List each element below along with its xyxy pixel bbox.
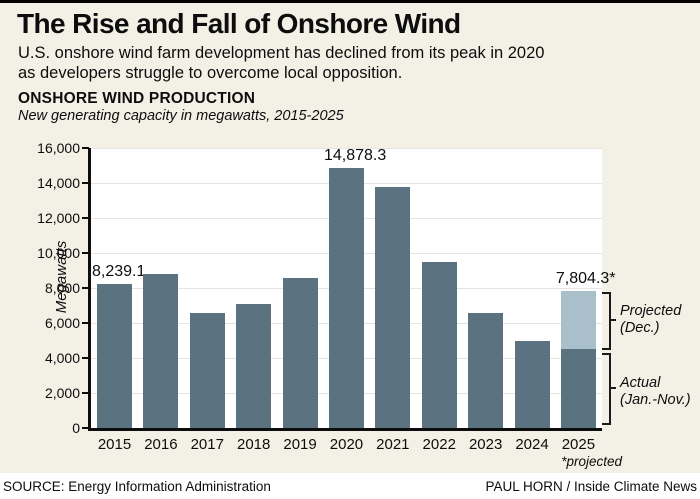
y-axis-tick [82, 357, 89, 359]
bar-segment-actual [468, 312, 504, 428]
y-axis-tick [82, 252, 89, 254]
bar-segment-actual [560, 349, 596, 428]
projected-bracket [602, 292, 611, 350]
bar-2025: 7,804.3* [556, 148, 616, 428]
bar-2021 [375, 148, 411, 428]
projected-label-line-1: Projected [620, 303, 682, 319]
x-axis-label: 2024 [515, 436, 549, 453]
page-subtitle-line-2: as developers struggle to overcome local… [18, 64, 403, 82]
y-axis-tick [82, 147, 89, 149]
bar-2016 [143, 148, 179, 428]
bar-2017 [189, 148, 225, 428]
page-subtitle-line-1: U.S. onshore wind farm development has d… [18, 44, 545, 62]
gridline [91, 148, 602, 149]
bar-segment-actual [282, 277, 318, 428]
bar-segment-actual [421, 261, 457, 428]
x-axis-label: 2021 [376, 436, 410, 453]
bar-2020: 14,878.3 [324, 147, 386, 428]
footer-credit: PAUL HORN / Inside Climate News [485, 478, 697, 494]
bar-2023 [468, 148, 504, 428]
bar-segment-actual [97, 283, 132, 428]
plot-area: 8,239.1 14,878.3 7,804.3* [88, 147, 616, 431]
bar-2024 [514, 148, 550, 428]
bars: 8,239.1 14,878.3 7,804.3* [92, 147, 616, 428]
bar-2019 [282, 148, 318, 428]
y-axis-tick [82, 427, 89, 429]
bar-segment-actual [143, 274, 179, 428]
bar-segment-actual [189, 312, 225, 428]
projected-bracket-tick [611, 319, 616, 321]
y-axis-tick-label: 10,000 [37, 244, 80, 261]
x-axis-label: 2016 [144, 436, 178, 453]
footer-source: SOURCE: Energy Information Administratio… [3, 478, 271, 494]
bar-segment-actual [375, 186, 411, 428]
projected-footnote: *projected [561, 454, 622, 469]
x-axis-labels: 2015 2016 2017 2018 2019 2020 2021 2022 2023 2024… [91, 436, 602, 453]
bar-value-label: 7,804.3* [555, 270, 616, 288]
x-axis-label: 2015 [97, 436, 132, 453]
page-subtitle: U.S. onshore wind farm development has d… [18, 43, 544, 83]
bar-segment-projected [560, 291, 596, 350]
chart-note: New generating capacity in megawatts, 20… [18, 108, 344, 124]
bar-2015: 8,239.1 [92, 148, 145, 428]
y-axis-tick-label: 8,000 [44, 279, 80, 296]
x-axis-label: 2017 [190, 436, 224, 453]
y-axis-tick-label: 14,000 [37, 174, 80, 191]
bar-segment-actual [328, 167, 364, 428]
y-axis-tick-label: 0 [72, 419, 80, 436]
bar-segment-actual [514, 340, 550, 428]
projected-bracket-label: Projected (Dec.) [620, 303, 681, 337]
y-axis-tick-label: 16,000 [37, 139, 80, 156]
top-rule [0, 0, 700, 3]
y-axis-tick [82, 217, 89, 219]
y-axis-tick-label: 4,000 [44, 349, 80, 366]
bar-segment-actual [236, 303, 272, 428]
x-axis-label: 2019 [283, 436, 317, 453]
actual-label-line-1: Actual [620, 375, 661, 391]
y-axis-tick [82, 287, 89, 289]
page-title: The Rise and Fall of Onshore Wind [17, 8, 461, 39]
bar-value-label: 8,239.1 [92, 262, 146, 280]
y-axis-tick [82, 182, 89, 184]
actual-bracket-label: Actual (Jan.-Nov.) [620, 375, 691, 409]
bar-chart: Megawatts 8,239.1 14,878.3 7,804.3* 2015 20… [0, 140, 700, 475]
actual-label-line-2: (Jan.-Nov.) [620, 392, 691, 408]
y-axis-tick-label: 2,000 [44, 384, 80, 401]
bar-2018 [236, 148, 272, 428]
x-axis-label: 2025 [561, 436, 596, 453]
y-axis-tick-label: 12,000 [37, 209, 80, 226]
actual-bracket-tick [611, 387, 616, 389]
bar-2022 [421, 148, 457, 428]
x-axis-label: 2022 [422, 436, 456, 453]
chart-kicker: ONSHORE WIND PRODUCTION [18, 90, 256, 107]
y-axis-tick [82, 392, 89, 394]
x-axis-label: 2020 [329, 436, 364, 453]
actual-bracket [602, 353, 611, 425]
y-axis-tick [82, 322, 89, 324]
y-axis-tick-label: 6,000 [44, 314, 80, 331]
footer: SOURCE: Energy Information Administratio… [0, 473, 700, 499]
x-axis-label: 2018 [236, 436, 271, 453]
x-axis-label: 2023 [468, 436, 503, 453]
bar-value-label: 14,878.3 [323, 146, 387, 164]
projected-label-line-2: (Dec.) [620, 320, 660, 336]
